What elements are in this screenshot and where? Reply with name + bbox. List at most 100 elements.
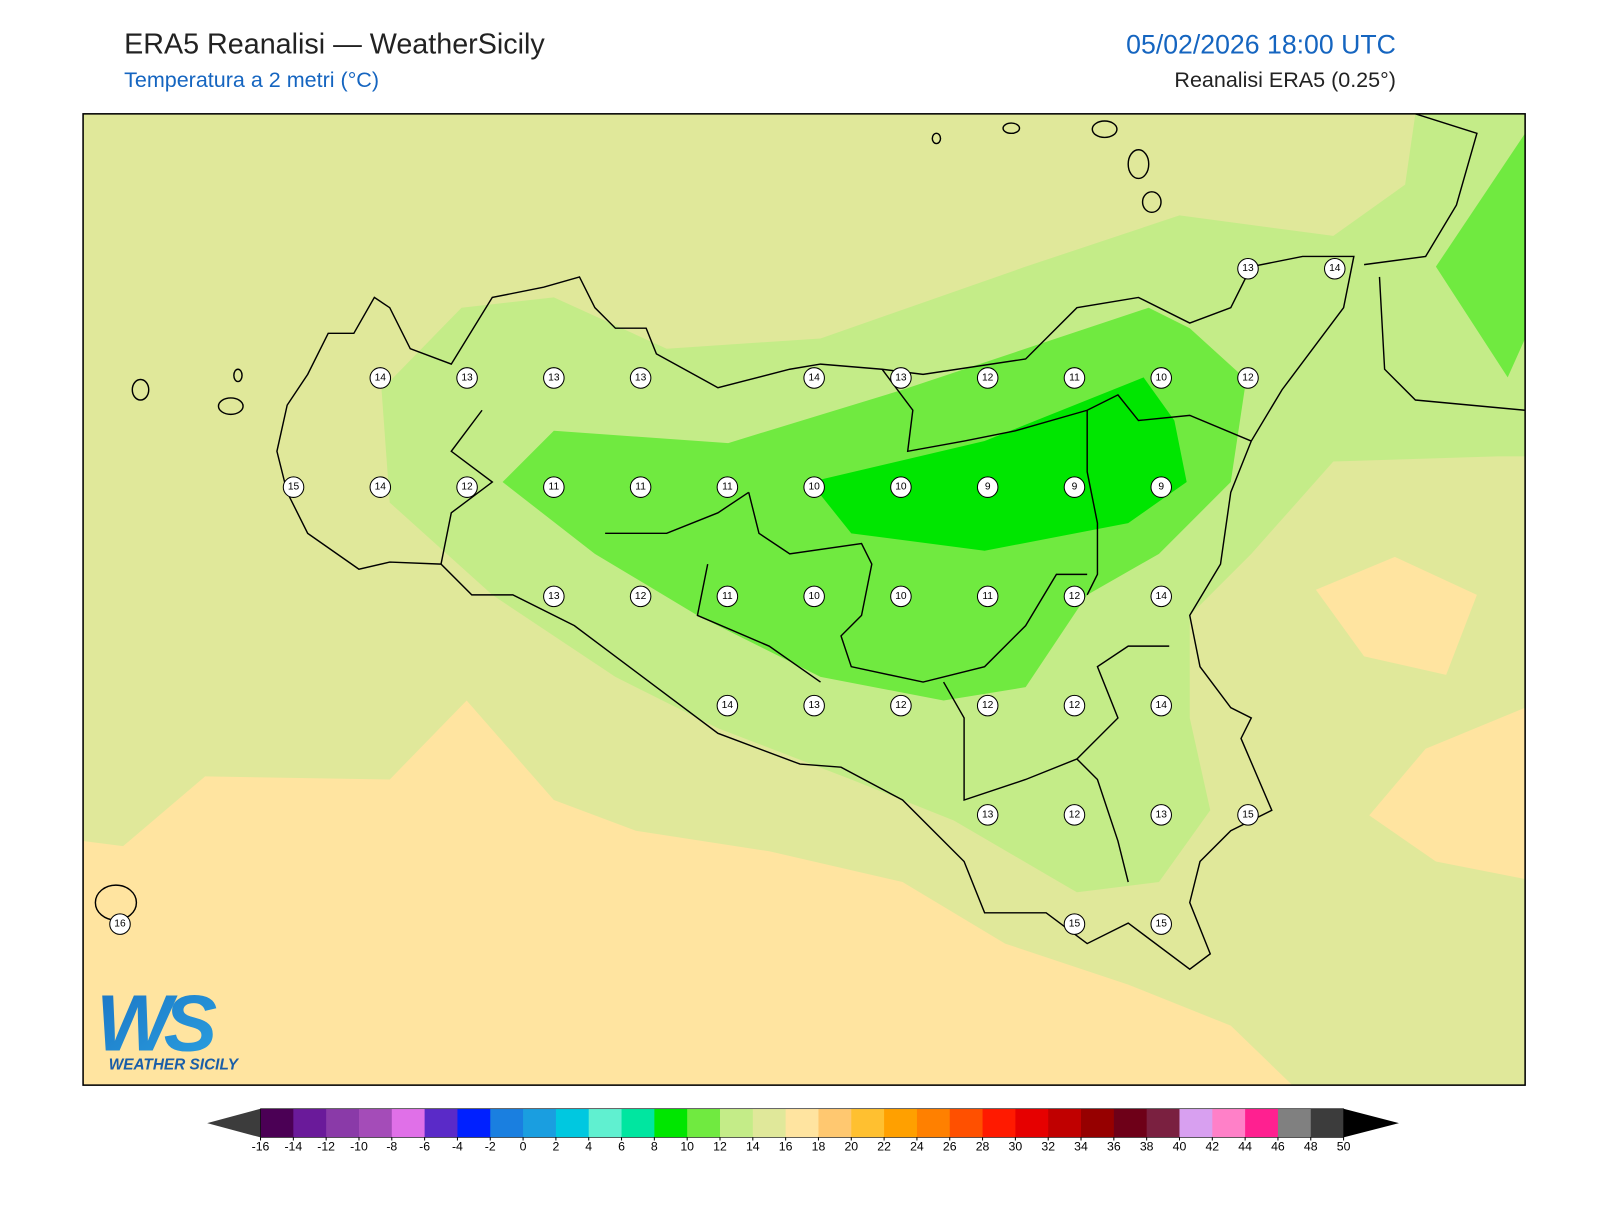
station-value: 15 xyxy=(288,482,300,493)
station-marker xyxy=(716,476,739,498)
station-marker xyxy=(282,476,305,498)
station-marker xyxy=(1063,694,1086,717)
station-marker xyxy=(890,476,912,498)
station-marker xyxy=(1063,804,1086,826)
station-marker xyxy=(1063,367,1086,389)
station-value: 12 xyxy=(1069,809,1081,820)
colorbar-label: 22 xyxy=(877,1139,891,1153)
source: Reanalisi ERA5 (0.25°) xyxy=(1174,68,1395,92)
station-value: 13 xyxy=(548,372,560,383)
colorbar-frame xyxy=(260,1108,1344,1138)
station-marker xyxy=(1150,913,1172,935)
station-value: 14 xyxy=(375,372,387,383)
station-value: 9 xyxy=(985,482,991,493)
station-marker xyxy=(890,367,912,389)
station-value: 13 xyxy=(635,372,647,383)
colorbar-label: 34 xyxy=(1074,1139,1088,1153)
colorbar-over xyxy=(1343,1108,1399,1138)
field xyxy=(83,556,1526,1086)
station-marker xyxy=(109,913,131,935)
station-values: 13 14 14 13 13 13 14 13 12 11 10 12 15 14 12 11 11 11 10 10… xyxy=(109,257,1346,935)
station-marker xyxy=(803,367,825,389)
station-value: 15 xyxy=(1069,919,1081,930)
station-marker xyxy=(1150,476,1172,498)
date: 05/02/2026 18:00 UTC xyxy=(1126,29,1396,59)
station-marker xyxy=(1063,585,1086,608)
colorbar-swatch xyxy=(1146,1108,1180,1138)
logo-text: WEATHER SICILY xyxy=(109,1057,240,1074)
colorbar-swatch xyxy=(1081,1108,1115,1138)
station-marker xyxy=(976,476,999,498)
colorbar-swatch xyxy=(687,1108,721,1138)
station-value: 12 xyxy=(982,700,994,711)
station-value: 12 xyxy=(461,482,473,493)
station-value: 14 xyxy=(722,700,734,711)
station-value: 16 xyxy=(114,919,126,930)
colorbar-label: 50 xyxy=(1337,1139,1351,1153)
logo: WS WEATHER SICILY xyxy=(96,978,239,1073)
colorbar-swatch xyxy=(720,1108,754,1138)
colorbar-label: -12 xyxy=(317,1139,335,1153)
station-value: 12 xyxy=(635,591,647,602)
colorbar-swatch xyxy=(358,1108,393,1138)
station-value: 13 xyxy=(982,809,994,820)
station-value: 13 xyxy=(895,372,907,383)
colorbar-swatch xyxy=(949,1108,984,1138)
colorbar-swatch xyxy=(1310,1108,1345,1138)
station-marker xyxy=(1063,913,1086,935)
station-marker xyxy=(629,585,652,608)
station-marker xyxy=(1063,476,1086,498)
colorbar-swatch xyxy=(523,1108,557,1138)
colorbar-label: 42 xyxy=(1205,1139,1219,1153)
station-value: 12 xyxy=(982,372,994,383)
colorbar-swatch xyxy=(1179,1108,1213,1138)
colorbar-swatch xyxy=(457,1108,491,1138)
station-value: 15 xyxy=(1242,809,1254,820)
station-value: 10 xyxy=(895,482,907,493)
colorbar-label: 10 xyxy=(680,1139,694,1153)
station-marker xyxy=(890,585,912,608)
colorbar-swatch xyxy=(916,1108,951,1138)
station-value: 15 xyxy=(1156,919,1168,930)
station-value: 12 xyxy=(1069,700,1081,711)
station-value: 14 xyxy=(808,372,820,383)
colorbar-label: 32 xyxy=(1041,1139,1055,1153)
station-value: 13 xyxy=(461,372,473,383)
title: ERA5 Reanalisi — WeatherSicily xyxy=(124,28,545,60)
colorbar-swatch xyxy=(424,1108,458,1138)
station-value: 12 xyxy=(895,700,907,711)
colorbar-label: 14 xyxy=(746,1139,760,1153)
station-marker xyxy=(369,476,392,498)
colorbar-swatch xyxy=(785,1108,819,1138)
colorbar-label: 4 xyxy=(585,1139,592,1153)
station-marker xyxy=(629,367,652,389)
colorbar-label: 48 xyxy=(1304,1139,1318,1153)
colorbar-label: 38 xyxy=(1140,1139,1154,1153)
station-value: 10 xyxy=(1156,372,1168,383)
station-value: 10 xyxy=(808,591,820,602)
colorbar-swatch xyxy=(1015,1108,1049,1138)
colorbar-swatch xyxy=(490,1108,524,1138)
colorbar-swatch xyxy=(326,1108,360,1138)
station-value: 12 xyxy=(1242,372,1254,383)
station-marker xyxy=(1150,804,1172,826)
station-value: 9 xyxy=(1072,482,1078,493)
field xyxy=(810,377,1187,551)
station-value: 9 xyxy=(1158,482,1164,493)
colorbar-label: -14 xyxy=(284,1139,302,1153)
colorbar-swatch xyxy=(555,1108,590,1138)
station-marker xyxy=(890,694,912,717)
station-marker xyxy=(1237,367,1259,389)
station-marker xyxy=(456,367,478,389)
colorbar-label: 0 xyxy=(520,1139,527,1153)
colorbar-swatch xyxy=(293,1108,327,1138)
colorbar-label: 18 xyxy=(812,1139,826,1153)
colorbar-swatch xyxy=(654,1108,688,1138)
station-value: 11 xyxy=(549,482,560,493)
station-value: 14 xyxy=(1156,591,1168,602)
colorbar-label: 16 xyxy=(779,1139,793,1153)
station-marker xyxy=(803,585,825,608)
station-marker xyxy=(803,476,825,498)
colorbar-label: 30 xyxy=(1009,1139,1023,1153)
